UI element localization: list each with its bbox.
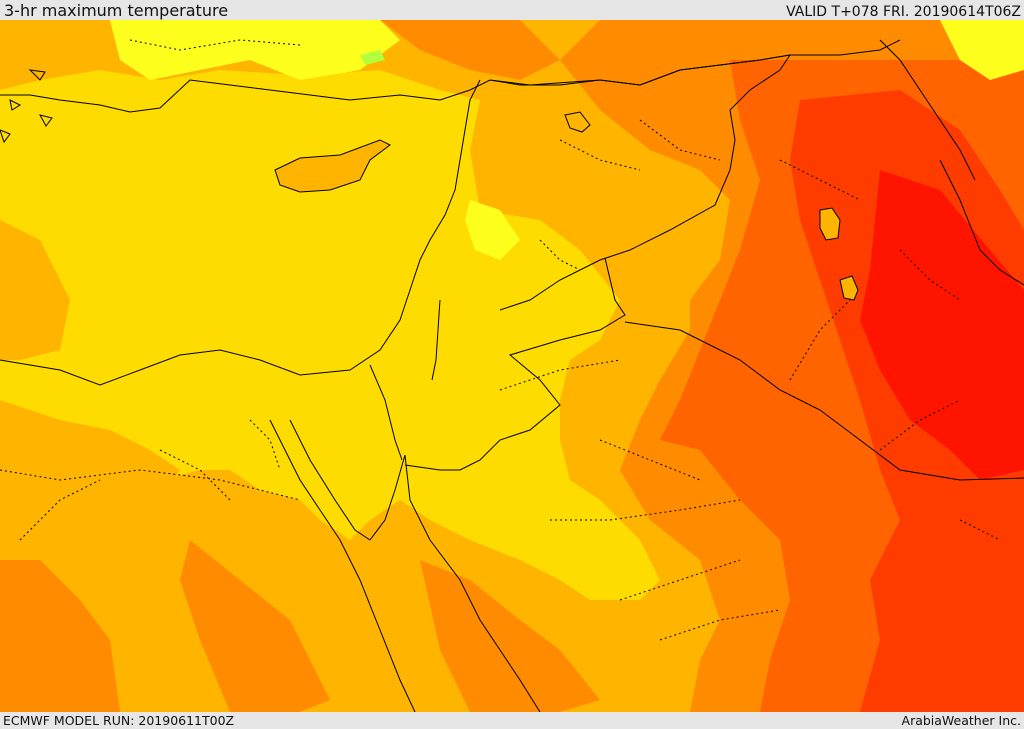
field-light-yellow-ne — [940, 20, 1024, 80]
lake-tharthar — [819, 207, 841, 241]
field-light-orange-egypt — [0, 400, 180, 520]
field-light-orange-sea — [0, 220, 70, 360]
valid-time-label: VALID T+078 FRI. 20190614T06Z — [786, 4, 1021, 20]
coastline-levant — [0, 79, 481, 386]
lake-assad — [564, 111, 591, 133]
coastline-suez-west — [269, 419, 416, 712]
field-light-yellow-lebanon — [465, 200, 520, 260]
cyprus-island — [274, 139, 391, 193]
coastline-aqaba — [369, 454, 406, 541]
field-red — [860, 170, 1024, 480]
coastline-suez-east — [289, 419, 371, 541]
map-canvas — [0, 20, 1024, 712]
coastline-gulf — [939, 159, 1024, 286]
field-orange-west — [0, 560, 120, 712]
border-syria-turkey — [489, 54, 791, 86]
border-syria-iraq — [499, 54, 791, 311]
footer-bar: ECMWF MODEL RUN: 20190611T00Z ArabiaWeat… — [0, 712, 1024, 729]
field-orange-north — [380, 20, 560, 80]
field-orange-redsea — [180, 540, 330, 712]
credit-label: ArabiaWeather Inc. — [901, 713, 1021, 728]
border-iraq-saudi — [624, 321, 1024, 481]
coastline-dead-sea — [431, 299, 441, 381]
field-green-spot — [360, 50, 385, 65]
field-light-yellow-north — [110, 20, 400, 80]
border-jordan-saudi — [404, 257, 626, 471]
temperature-map[interactable] — [0, 20, 1024, 712]
admin-dotted-lines — [0, 39, 1001, 641]
border-egypt-israel — [369, 364, 403, 461]
aegean-islands — [0, 69, 53, 144]
border-iran-iraq — [879, 39, 976, 181]
header-bar: 3-hr maximum temperature VALID T+078 FRI… — [0, 0, 1024, 20]
model-run-label: ECMWF MODEL RUN: 20190611T00Z — [3, 713, 235, 728]
map-title: 3-hr maximum temperature — [4, 1, 229, 20]
lake-razzaza — [839, 275, 859, 301]
coastline-arabia — [404, 454, 541, 712]
field-orange-arabia — [420, 560, 600, 712]
